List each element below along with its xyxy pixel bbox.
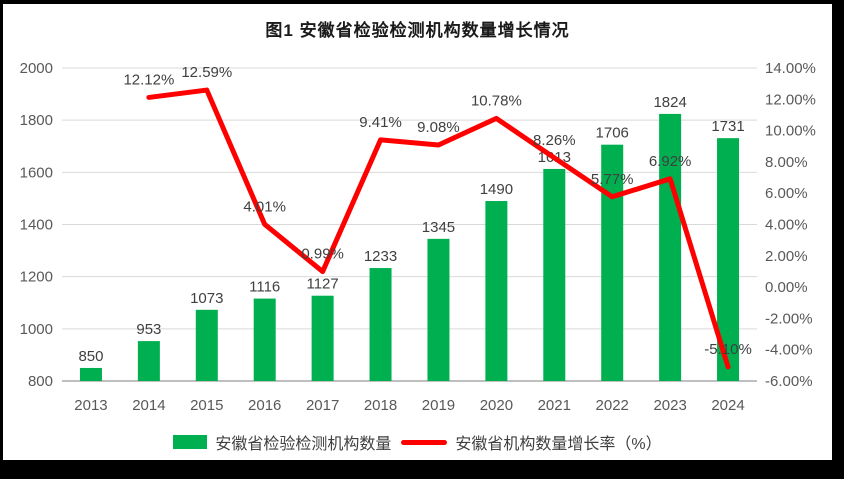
line-value-label: 5.77% [591,171,634,188]
bar [137,341,160,381]
x-axis-category-label: 2015 [190,397,223,414]
right-axis-tick-label: -4.00% [765,342,813,359]
left-axis-tick-label: 1000 [20,321,53,338]
bar-value-label: 1345 [422,219,455,236]
x-axis-category-label: 2019 [422,397,455,414]
left-axis-tick-label: 2000 [20,60,53,77]
bar [543,168,566,381]
bar-series-swatch [173,435,208,449]
x-axis-category-label: 2018 [364,397,397,414]
bar [253,298,276,381]
left-axis-tick-label: 1400 [20,217,53,234]
chart-title: 图1 安徽省检验检测机构数量增长情况 [265,21,570,40]
chart-area: 图1 安徽省检验检测机构数量增长情况 800 1000 1200 1400 1600 18… [3,4,832,460]
legend-label-bars: 安徽省检验检测机构数量 [215,436,392,453]
right-axis-tick-label: 12.00% [765,91,816,108]
left-axis-tick-label: 1600 [20,164,53,181]
line-value-label: 0.99% [301,246,344,263]
line-value-label: 9.08% [417,119,460,136]
right-axis-tick-label: 6.00% [765,185,808,202]
line-value-label: 12.59% [181,64,232,81]
x-axis-category-label: 2021 [538,397,571,414]
line-value-label: 8.26% [533,132,576,149]
line-value-label: 6.92% [649,153,692,170]
bar [601,144,624,381]
x-axis-category-label: 2023 [653,397,686,414]
right-axis-tick-label: 4.00% [765,217,808,234]
bar-value-label: 850 [78,348,103,365]
line-value-label: 4.01% [243,198,286,215]
right-axis-tick-label: -2.00% [765,310,813,327]
bar-value-label: 1706 [596,125,629,142]
line-value-label: 12.12% [123,71,174,88]
legend-item-line: 安徽省机构数量增长率（%） [401,430,662,454]
combo-chart-plot: 800100012001400160018002000-6.00%-4.00%-… [20,60,816,414]
x-axis-category-label: 2014 [132,397,165,414]
left-axis-tick-label: 1800 [20,112,53,129]
left-axis-tick-label: 800 [28,373,53,390]
x-axis-category-label: 2020 [480,397,513,414]
left-axis-tick-label: 1200 [20,269,53,286]
x-axis-category-label: 2022 [596,397,629,414]
bar-value-label: 1073 [190,290,223,307]
right-axis-tick-label: 10.00% [765,123,816,140]
bar-value-label: 1731 [711,118,744,135]
right-axis-tick-label: -6.00% [765,373,813,390]
legend-item-bars: 安徽省检验检测机构数量 [173,430,391,454]
x-axis-category-label: 2017 [306,397,339,414]
right-axis-tick-label: 14.00% [765,60,816,77]
bar-value-label: 1824 [653,94,686,111]
growth-rate-line [146,87,731,370]
bar [717,138,740,381]
right-axis-tick-label: 0.00% [765,279,808,296]
bar-value-label: 953 [136,321,161,338]
bar [369,268,392,381]
bar [79,367,102,381]
chart-legend: 安徽省检验检测机构数量 安徽省机构数量增长率（%） [3,430,832,454]
bar [195,309,218,381]
x-axis-category-label: 2013 [74,397,107,414]
line-series-swatch [401,439,448,445]
right-axis-tick-label: 8.00% [765,154,808,171]
x-axis-category-label: 2024 [711,397,744,414]
right-axis-tick-label: 2.00% [765,248,808,265]
bar [427,238,450,381]
line-value-label: -5.10% [704,341,752,358]
bar-value-label: 1490 [480,181,513,198]
legend-label-line: 安徽省机构数量增长率（%） [455,436,662,453]
bar-value-label: 1127 [306,276,338,293]
line-value-label: 10.78% [471,92,522,109]
bar-value-label: 1233 [364,248,397,265]
line-value-label: 9.41% [359,114,402,131]
x-axis-category-label: 2016 [248,397,281,414]
bar [311,295,334,381]
bar-value-label: 1116 [249,279,280,296]
bar [485,201,508,381]
